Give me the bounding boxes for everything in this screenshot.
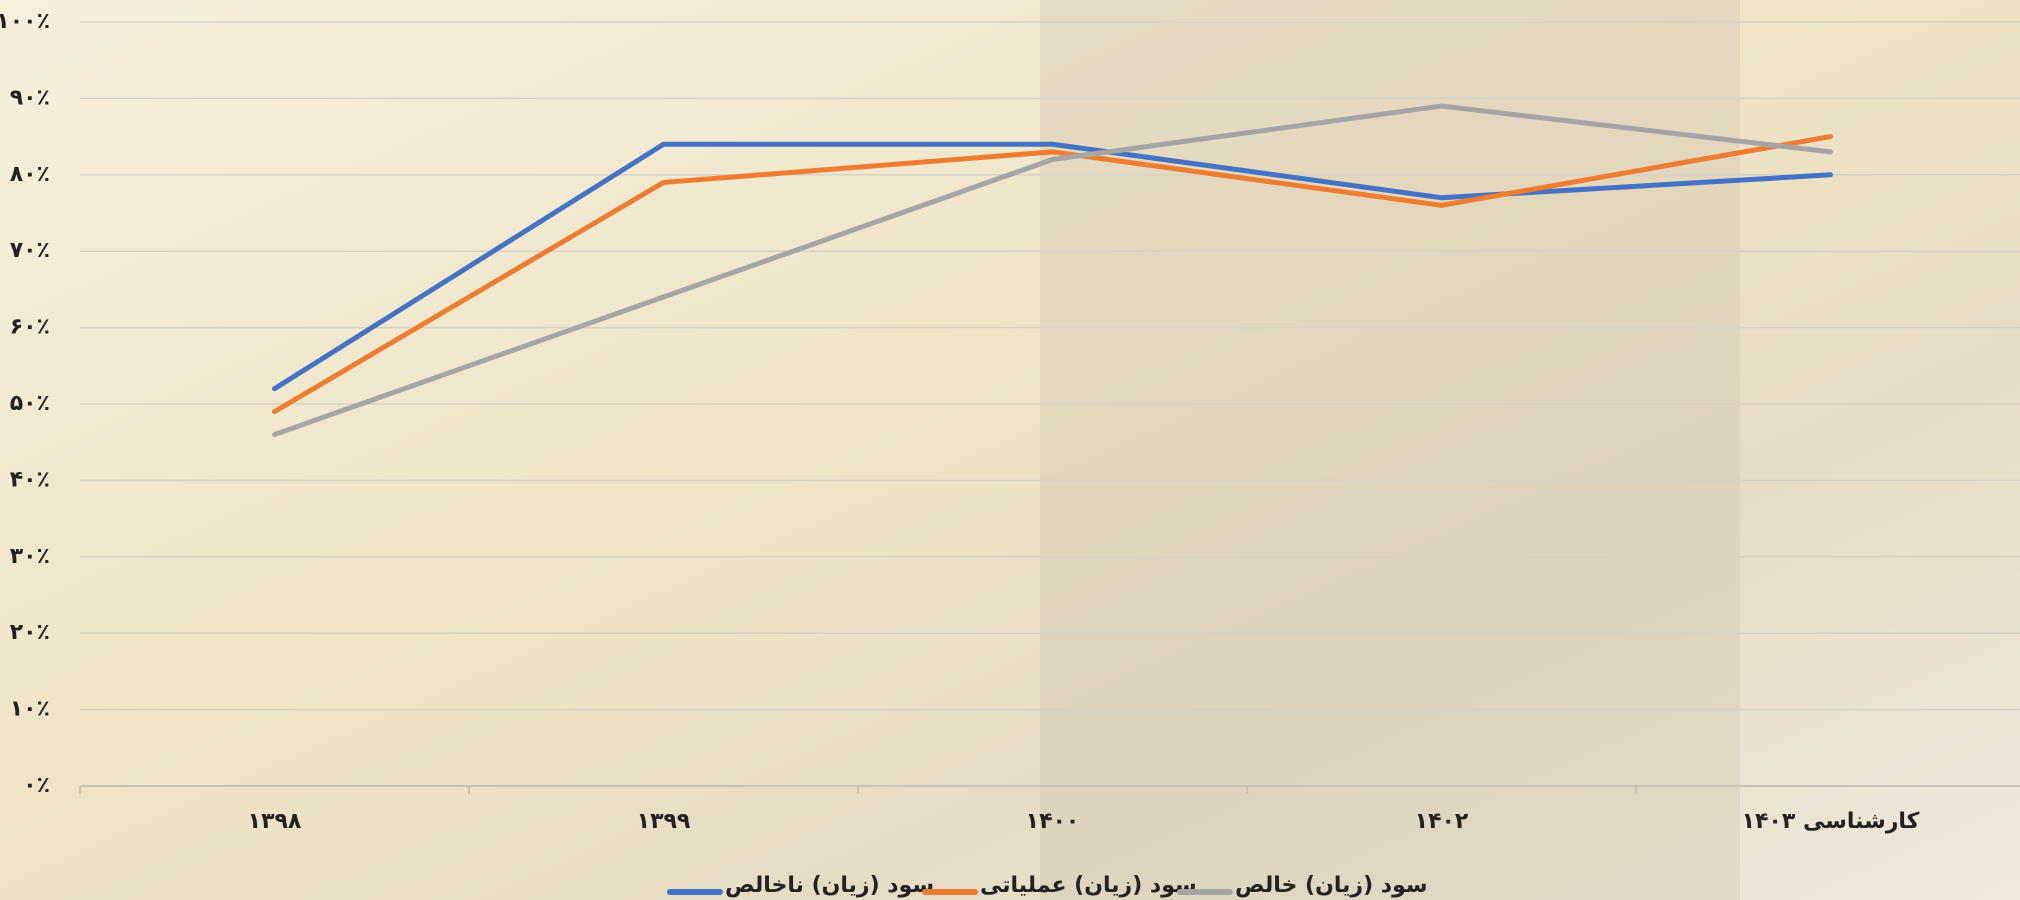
legend-label: سود (زیان) ناخالص [725,873,934,898]
x-tick-label: ۱۴۰۲ [1415,809,1469,834]
background-shade [1040,0,1740,900]
chart: ۰٪ ۱۰٪ ۲۰٪ ۳۰٪ ۴۰٪ ۵۰٪ ۶۰٪ ۷۰٪ ۸۰٪ ۹۰٪ ۱۰۰٪ ۱۳۹۸ ۱۳۹… [0,0,2020,900]
y-tick-label: ۱۰٪ [10,697,50,722]
y-tick-label: ۲۰٪ [10,620,50,645]
x-tick-label: ۱۳۹۹ [637,809,691,834]
y-tick-label: ۰٪ [23,773,50,798]
x-tick-label: کارشناسی ۱۴۰۳ [1742,809,1920,834]
y-tick-label: ۴۰٪ [10,467,50,492]
legend-label: سود (زیان) خالص [1235,873,1428,898]
y-tick-label: ۹۰٪ [10,85,50,110]
y-tick-label: ۵۰٪ [10,391,50,416]
x-tick-label: ۱۳۹۸ [248,809,302,834]
y-tick-label: ۳۰٪ [10,544,50,569]
y-tick-label: ۶۰٪ [10,315,50,340]
y-tick-label: ۱۰۰٪ [0,9,50,34]
x-tick-label: ۱۴۰۰ [1026,809,1080,834]
legend-label: سود (زیان) عملیاتی [980,873,1197,898]
y-tick-label: ۸۰٪ [10,162,50,187]
y-tick-label: ۷۰٪ [10,238,50,263]
